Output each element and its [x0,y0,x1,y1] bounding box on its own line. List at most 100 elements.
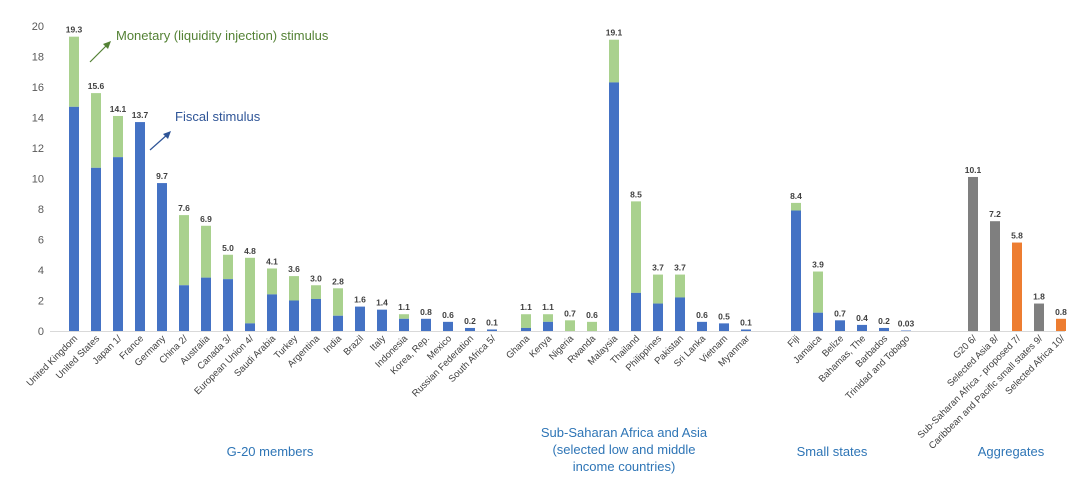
monetary-arrowhead-icon [103,41,111,49]
bar-fiscal-sri-lanka [697,321,707,331]
bar-fiscal-kenya [543,321,553,331]
fiscal-arrowhead-icon [163,131,171,139]
group-label-line: G-20 members [227,444,314,459]
bar-monetary-pakistan [675,274,685,298]
group-label-line: (selected low and middle [552,442,695,457]
fiscal-annotation-label: Fiscal stimulus [175,109,261,124]
data-label-germany: 9.7 [156,171,168,181]
monetary-annotation: Monetary (liquidity injection) stimulus [89,28,329,63]
bar-fiscal-european-union-4 [245,323,255,331]
y-tick-label: 12 [32,143,44,155]
bar-monetary-india [333,288,343,316]
data-label-united-states: 15.6 [88,81,105,91]
bar-fiscal-thailand [631,292,641,331]
data-label-italy: 1.4 [376,298,388,308]
data-label-indonesia: 1.1 [398,302,410,312]
data-label-philippines: 3.7 [652,263,664,273]
data-label-trinidad-and-tobago: 0.03 [898,319,915,329]
data-label-bahamas-the: 0.4 [856,313,868,323]
bar-fiscal-united-states [91,167,101,331]
bar-fiscal-vietnam [719,323,729,331]
bar-monetary-turkey [289,276,299,301]
y-tick-label: 8 [38,204,44,216]
y-tick-label: 0 [38,326,44,338]
bar-selected-africa-10 [1056,318,1066,331]
data-label-caribbean-and-pacific-small-states-9: 1.8 [1033,292,1045,302]
y-tick-label: 4 [38,265,44,277]
y-tick-label: 16 [32,82,44,94]
data-label-ghana: 1.1 [520,302,532,312]
group-label-sub-saharan-africa-and-asia: Sub-Saharan Africa and Asia (selected low… [541,425,708,474]
bar-sub-saharan-africa-proposed-7 [1012,242,1022,331]
bar-fiscal-russian-federation [465,327,475,331]
fiscal-annotation: Fiscal stimulus [149,109,261,151]
data-label-malaysia: 19.1 [606,28,623,38]
bar-monetary-indonesia [399,314,409,319]
data-label-south-africa-5: 0.1 [486,317,498,327]
data-label-selected-asia-8: 7.2 [989,209,1001,219]
fiscal-arrow [149,133,169,151]
bar-monetary-china-2 [179,215,189,286]
bar-fiscal-canada-3 [223,279,233,331]
monetary-annotation-label: Monetary (liquidity injection) stimulus [116,28,329,43]
data-label-mexico: 0.6 [442,310,454,320]
category-label-brazil: Brazil [342,333,367,358]
y-tick-label: 6 [38,235,44,247]
data-label-fiji: 8.4 [790,191,802,201]
bar-fiscal-pakistan [675,297,685,331]
bar-monetary-argentina [311,285,321,299]
data-label-canada-3: 5.0 [222,243,234,253]
group-label-line: Aggregates [978,444,1045,459]
bar-fiscal-bahamas-the [857,324,867,331]
group-label-line: Small states [797,444,868,459]
group-label-small-states: Small states [797,444,868,459]
bar-fiscal-indonesia [399,318,409,331]
bar-fiscal-japan-1 [113,157,123,331]
bar-monetary-japan-1 [113,115,123,158]
data-label-pakistan: 3.7 [674,263,686,273]
bar-monetary-nigeria [565,320,575,331]
group-label-g-20-members: G-20 members [227,444,314,459]
group-label-line: Sub-Saharan Africa and Asia [541,425,708,440]
data-label-france: 13.7 [132,110,149,120]
data-label-turkey: 3.6 [288,264,300,274]
data-label-korea-rep: 0.8 [420,307,432,317]
bars-layer [69,36,1066,331]
bar-fiscal-fiji [791,210,801,331]
y-tick-label: 14 [32,113,44,125]
y-axis: 0 2 4 6 8 10 12 14 16 18 20 [32,21,1065,338]
bar-fiscal-china-2 [179,285,189,331]
category-label-fiji: Fiji [786,333,802,349]
bar-monetary-saudi-arabia [267,268,277,295]
bar-monetary-malaysia [609,39,619,83]
data-label-nigeria: 0.7 [564,308,576,318]
data-label-selected-africa-10: 0.8 [1055,307,1067,317]
data-label-rwanda: 0.6 [586,310,598,320]
data-label-myanmar: 0.1 [740,317,752,327]
bar-fiscal-saudi-arabia [267,294,277,331]
bar-g20-6 [968,176,978,331]
data-label-belize: 0.7 [834,308,846,318]
data-label-g20-6: 10.1 [965,165,982,175]
bar-fiscal-germany [157,183,167,331]
group-label-aggregates: Aggregates [978,444,1045,459]
data-label-china-2: 7.6 [178,203,190,213]
bar-fiscal-united-kingdom [69,106,79,331]
data-label-saudi-arabia: 4.1 [266,256,278,266]
bar-monetary-philippines [653,274,663,304]
bar-monetary-united-states [91,93,101,168]
data-label-sri-lanka: 0.6 [696,310,708,320]
bar-monetary-fiji [791,202,801,211]
bar-monetary-australia [201,225,211,278]
bar-fiscal-argentina [311,298,321,331]
y-tick-label: 2 [38,296,44,308]
bar-fiscal-barbados [879,327,889,331]
bar-fiscal-australia [201,277,211,331]
data-label-jamaica: 3.9 [812,260,824,270]
bar-fiscal-ghana [521,327,531,331]
bar-fiscal-france [135,122,145,331]
bar-fiscal-south-africa-5 [487,329,497,331]
bar-monetary-rwanda [587,321,597,331]
bar-monetary-thailand [631,201,641,293]
